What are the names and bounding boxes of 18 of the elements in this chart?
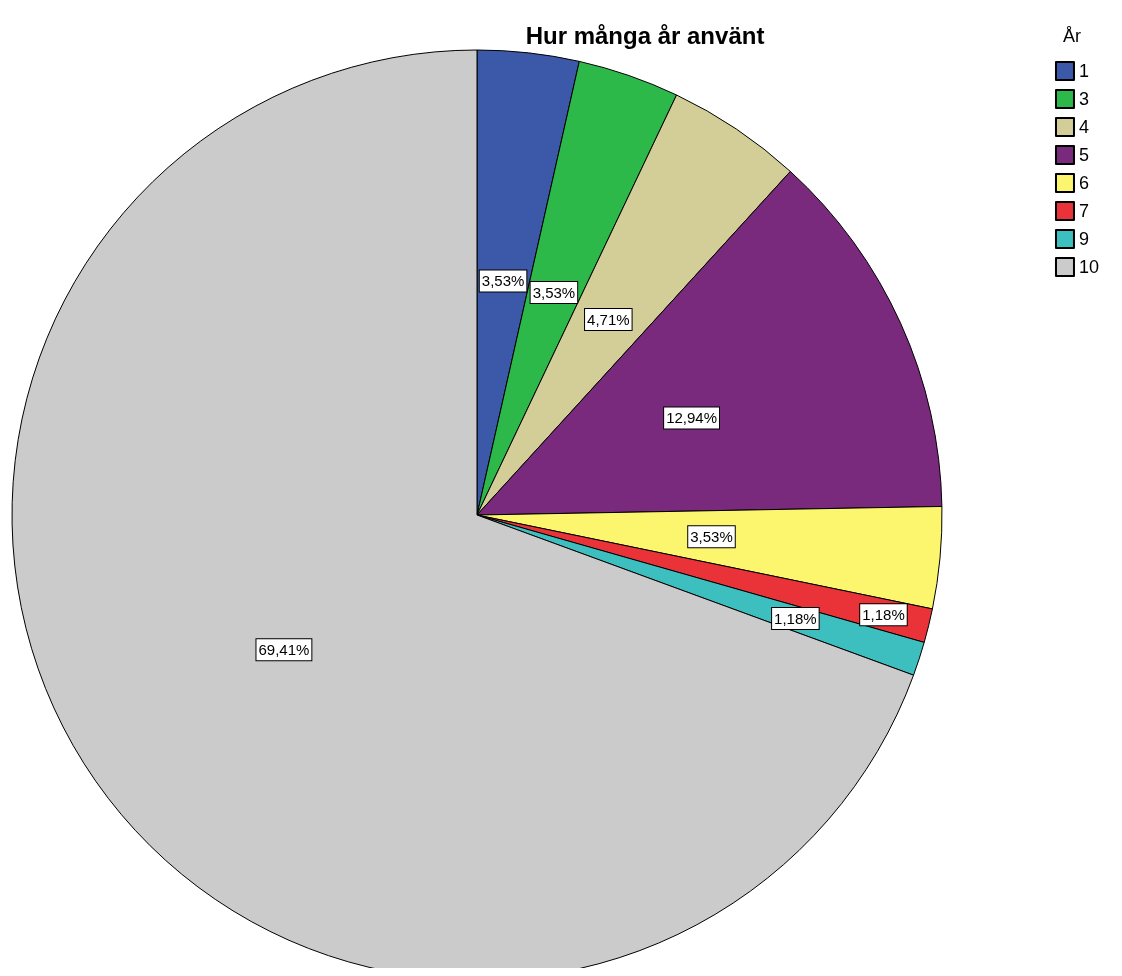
legend-label: 3 — [1078, 89, 1089, 109]
data-label: 1,18% — [862, 606, 905, 624]
legend-label: 6 — [1078, 173, 1089, 193]
data-label: 69,41% — [258, 641, 310, 659]
legend-label: 4 — [1078, 117, 1089, 137]
data-label: 3,53% — [481, 272, 525, 290]
chart-title: Hur många år använt — [525, 21, 765, 49]
legend-label: 9 — [1078, 229, 1089, 249]
data-label: 12,94% — [666, 409, 717, 427]
data-label: 3,53% — [532, 283, 576, 301]
data-label: 3,53% — [690, 528, 733, 546]
data-label: 1,18% — [774, 610, 817, 628]
legend-label: 1 — [1078, 61, 1089, 81]
data-label: 4,71% — [587, 311, 630, 329]
legend-label: 7 — [1078, 201, 1089, 221]
legend-label: 5 — [1078, 145, 1089, 165]
legend-label: 10 — [1078, 257, 1100, 277]
legend-title: År — [1063, 26, 1082, 46]
